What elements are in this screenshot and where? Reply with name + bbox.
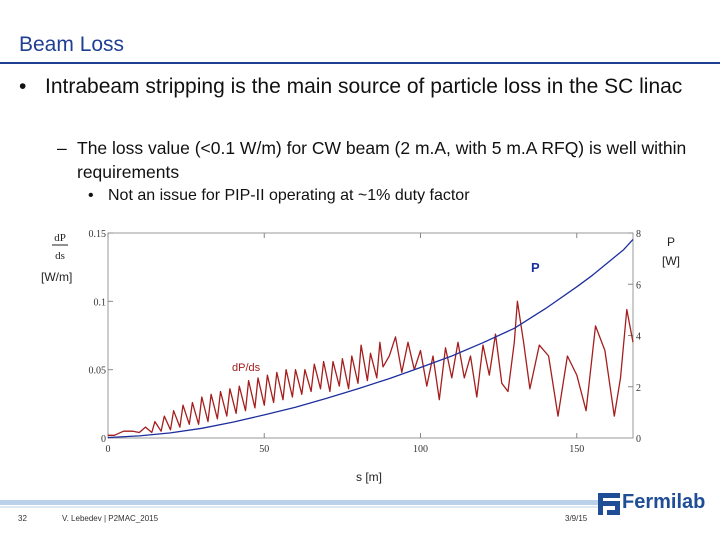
y-left-tick-label: 0: [101, 434, 106, 445]
footer-bar-light: [0, 506, 600, 508]
y-right-tick-label: 2: [636, 383, 641, 394]
x-tick-label: 0: [106, 444, 111, 455]
y-left-label-bottom: ds: [55, 250, 65, 262]
y-right-tick-label: 6: [636, 280, 641, 291]
footer-bar: [0, 500, 600, 505]
x-axis-label: s [m]: [356, 470, 382, 484]
y-left-unit: [W/m]: [41, 270, 72, 284]
y-right-tick-label: 8: [636, 229, 641, 240]
y-right-label: P: [667, 235, 675, 249]
x-tick-label: 50: [259, 444, 269, 455]
slide-title: Beam Loss: [19, 33, 125, 56]
bullet-level-1: • Intrabeam stripping is the main source…: [19, 73, 699, 100]
bullet-marker: –: [57, 138, 67, 158]
footer-date: 3/9/15: [565, 514, 588, 523]
footer-author: V. Lebedev | P2MAC_2015: [62, 514, 159, 523]
loss-chart: 0 50 100 150 0 0.05 0.1 0.15 2 4 6 8 0 dP/ds PdP ds [W/m…: [41, 229, 680, 484]
y-right-tick-label: 4: [636, 332, 641, 343]
series-line-power: [107, 238, 634, 439]
x-tick-label: 150: [569, 444, 584, 455]
plot-frame: [107, 232, 634, 439]
bullet-level-3: • Not an issue for PIP-II operating at ~…: [88, 186, 688, 206]
fermilab-logo: Fermilab: [598, 489, 718, 517]
y-left-label-top: dP: [54, 232, 66, 244]
page-number: 32: [18, 514, 27, 523]
bullet-text: Not an issue for PIP-II operating at ~1%…: [108, 187, 470, 204]
bullet-level-2: – The loss value (<0.1 W/m) for CW beam …: [57, 136, 707, 184]
y-right-unit: [W]: [662, 254, 680, 268]
bullet-text: The loss value (<0.1 W/m) for CW beam (2…: [77, 138, 687, 182]
fermilab-logo-text: Fermilab: [622, 491, 706, 513]
bullet-text: Intrabeam stripping is the main source o…: [45, 75, 683, 98]
y-left-tick-label: 0.05: [89, 366, 107, 377]
bullet-marker: •: [19, 75, 27, 98]
title-divider: [0, 62, 720, 64]
series-label-power: P: [531, 260, 540, 275]
series-line-dpds: [108, 300, 634, 436]
x-tick-label: 100: [413, 444, 428, 455]
series-label-dpds: dP/ds: [232, 362, 261, 374]
y-left-tick-label: 0.1: [94, 297, 107, 308]
bullet-marker: •: [88, 187, 94, 204]
y-right-zero-label: 0: [636, 434, 641, 445]
y-left-tick-label: 0.15: [89, 229, 107, 240]
fermilab-logo-icon: [598, 493, 620, 515]
